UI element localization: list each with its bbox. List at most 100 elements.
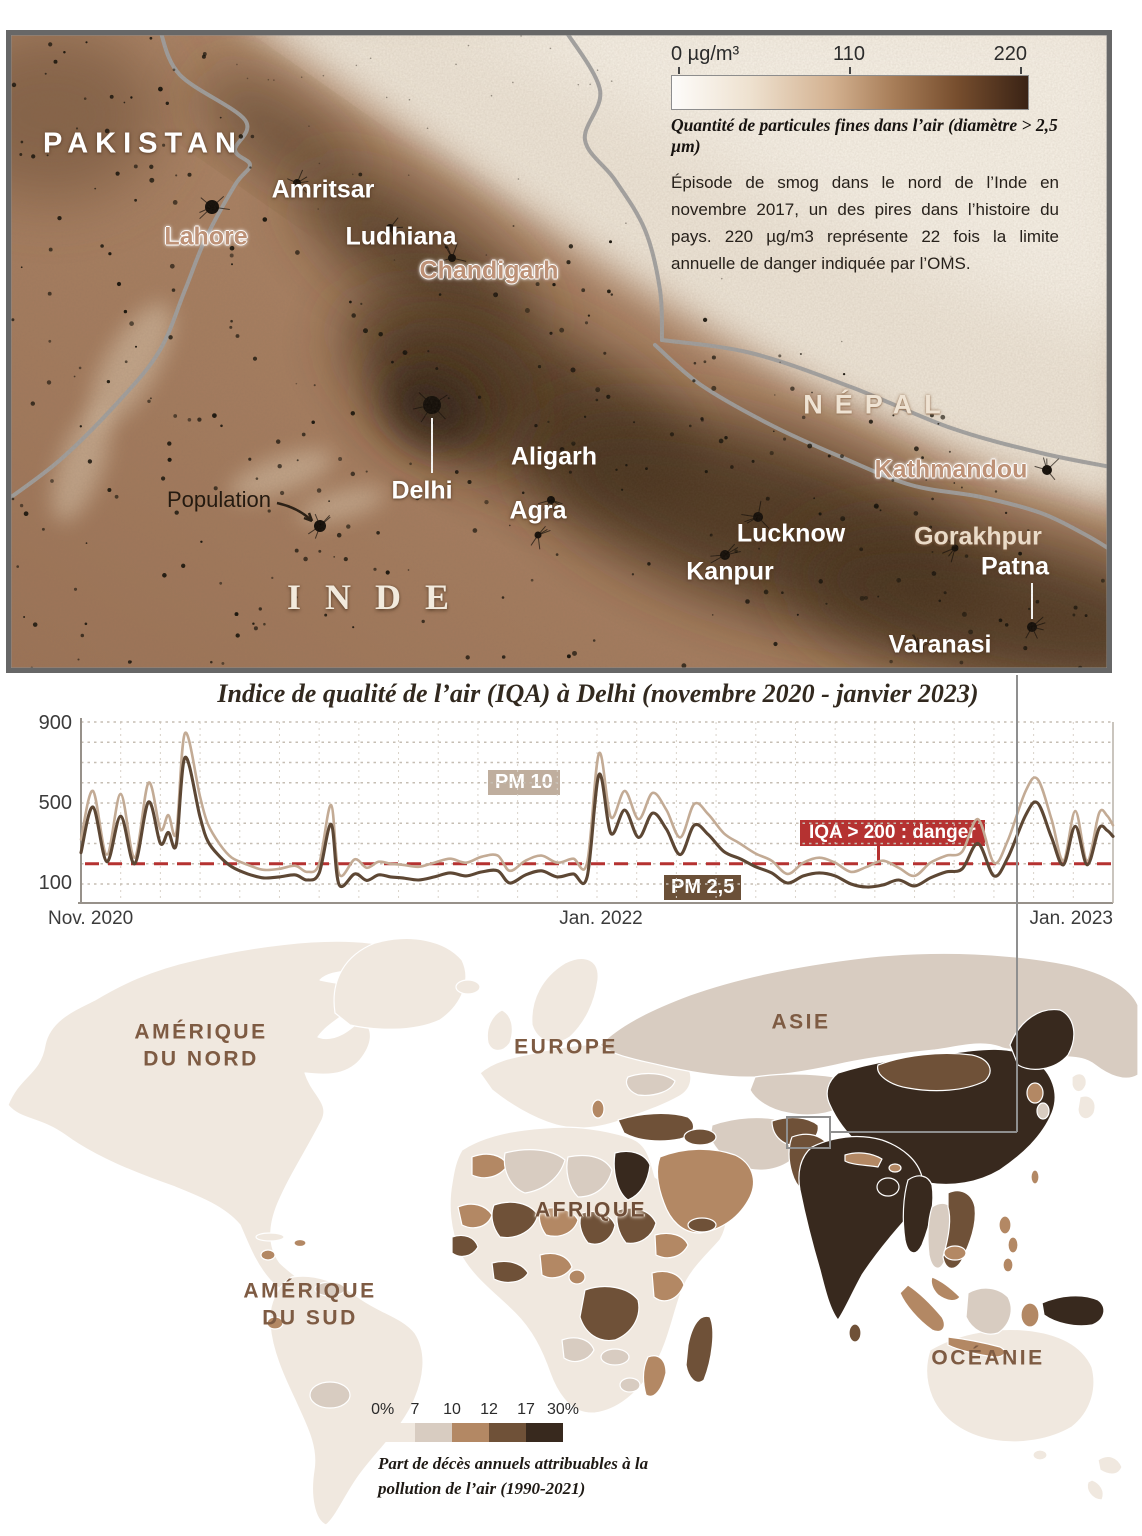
map-label-inde: INDE <box>286 577 474 617</box>
world-legend-swatch-5 <box>526 1423 563 1442</box>
smog-description: Épisode de smog dans le nord de l’Inde e… <box>671 173 1059 273</box>
map-label-varanasi: Varanasi <box>888 630 992 659</box>
map-label-lucknow: Lucknow <box>736 519 846 548</box>
map-label-patna: Patna <box>980 552 1050 581</box>
pm-scale-tick: 220 <box>993 43 1027 65</box>
map-label-aligarh: Aligarh <box>510 442 598 471</box>
nepal <box>844 1152 883 1168</box>
new-zealand-south <box>1086 1479 1104 1501</box>
world-legend-swatch-4 <box>489 1423 526 1442</box>
mongolia <box>877 1052 991 1092</box>
arabia <box>656 1148 755 1234</box>
world-legend-swatch-2 <box>415 1423 452 1442</box>
ghana-ivory-coast <box>491 1260 529 1283</box>
libya <box>566 1154 613 1198</box>
greenland <box>333 937 467 1030</box>
myanmar <box>902 1175 934 1254</box>
threshold-pointer-line <box>877 846 880 864</box>
europe-mainland <box>479 1043 692 1129</box>
pm-scale-tick-mark <box>849 67 851 74</box>
x-tick-jan2022: Jan. 2022 <box>559 908 643 929</box>
scandinavia <box>531 958 599 1043</box>
world-legend-swatch-3 <box>452 1423 489 1442</box>
map-label-gorakhpur: Gorakhpur <box>914 522 1042 551</box>
y-tick-100: 100 <box>38 872 72 894</box>
japan-main <box>1077 1095 1096 1120</box>
africa <box>449 1126 727 1414</box>
nigeria <box>539 1252 573 1279</box>
continent-label-asie: ASIE <box>771 1010 831 1034</box>
sumatra <box>899 1284 945 1333</box>
pm-scale-legend: 0 µg/m³ 110 220 Quantité de particules fin… <box>671 43 1063 277</box>
pm-scale-caption: Quantité de particules fines dans l’air … <box>671 115 1058 156</box>
new-zealand-north <box>1097 1455 1123 1475</box>
sudan <box>616 1207 657 1244</box>
world-legend-tick: 0% <box>371 1401 395 1418</box>
algeria <box>503 1149 566 1194</box>
united-kingdom <box>486 1009 513 1052</box>
y-tick-900: 900 <box>38 712 72 734</box>
world-legend-swatch-1 <box>378 1423 415 1442</box>
niger <box>538 1207 579 1237</box>
pm-scale-tick: 0 µg/m³ <box>671 43 740 65</box>
mozambique <box>642 1355 667 1397</box>
map-label-delhi: Delhi <box>391 476 453 505</box>
mali <box>491 1201 539 1239</box>
angola <box>561 1337 595 1363</box>
dr-congo <box>579 1286 640 1342</box>
ethiopia <box>654 1232 689 1259</box>
map-label-amritsar: Amritsar <box>271 175 375 204</box>
pm-scale-tick-labels: 0 µg/m³ 110 220 <box>671 43 1063 67</box>
continent-label-south-america: AMÉRIQUE DU SUD <box>243 1279 377 1330</box>
world-legend-swatches <box>378 1423 563 1442</box>
map-label-kathmandou: Kathmandou <box>874 455 1028 484</box>
world-choropleth-map <box>7 937 1139 1526</box>
world-legend-tick: 30% <box>546 1401 580 1418</box>
map-label-agra: Agra <box>509 496 567 525</box>
chad <box>579 1210 616 1245</box>
papua-new-guinea <box>1041 1295 1105 1327</box>
x-tick-nov2020: Nov. 2020 <box>48 908 134 929</box>
continent-label-oceanie: OCÉANIE <box>931 1346 1045 1370</box>
map-label-ludhiana: Ludhiana <box>345 222 457 251</box>
japan-north <box>1071 1073 1087 1093</box>
australia <box>925 1328 1095 1443</box>
legend-pm25: PM 2,5 <box>664 875 742 900</box>
pm-scale-tick-marks <box>671 67 1063 75</box>
china-northeast <box>1009 1008 1075 1070</box>
map-label-lahore: Lahore <box>164 222 248 251</box>
world-legend-caption: Part de décès annuels attribuables à la … <box>378 1454 649 1498</box>
map-label-kanpur: Kanpur <box>686 557 774 586</box>
map-label-nepal: NÉPAL <box>803 389 953 420</box>
kenya-tanzania <box>651 1270 685 1302</box>
senegal-guinea <box>451 1234 479 1257</box>
world-legend-tick: 17 <box>517 1401 535 1418</box>
map-label-pakistan: PAKISTAN <box>43 127 243 160</box>
madagascar <box>685 1315 714 1383</box>
world-legend-tick: 7 <box>410 1401 420 1418</box>
series-pm10 <box>79 731 1115 878</box>
java <box>947 1336 1006 1358</box>
threshold-label: IQA > 200 : danger <box>800 820 985 846</box>
legend-pm10: PM 10 <box>488 770 560 795</box>
continent-label-europe: EUROPE <box>514 1035 618 1059</box>
world-legend-tick: 12 <box>480 1401 498 1418</box>
world-map-legend: 0% 7 10 12 17 30% Part de décès annuels attri… <box>371 1401 678 1501</box>
continent-label-afrique: AFRIQUE <box>535 1198 647 1222</box>
pm-scale-tick-mark <box>678 67 680 74</box>
borneo <box>965 1287 1012 1335</box>
egypt <box>613 1150 651 1201</box>
pm-scale-tick-mark <box>1020 67 1022 74</box>
north-america <box>7 940 392 1297</box>
map-label-population: Population <box>167 487 271 512</box>
world-legend-tick: 10 <box>443 1401 461 1418</box>
continent-label-north-america: AMÉRIQUE DU NORD <box>134 1020 268 1071</box>
map-label-chandigarh: Chandigarh <box>419 256 559 285</box>
pm-scale-tick: 110 <box>833 43 865 65</box>
pm-scale-gradient-bar <box>671 75 1029 110</box>
malaysia <box>930 1276 961 1302</box>
ukraine <box>625 1072 676 1096</box>
satellite-smog-map: PAKISTAN INDE NÉPAL Amritsar Lahore Ludhiana C… <box>6 30 1112 673</box>
world-legend-tick-labels: 0% 7 10 12 17 30% <box>371 1401 678 1421</box>
